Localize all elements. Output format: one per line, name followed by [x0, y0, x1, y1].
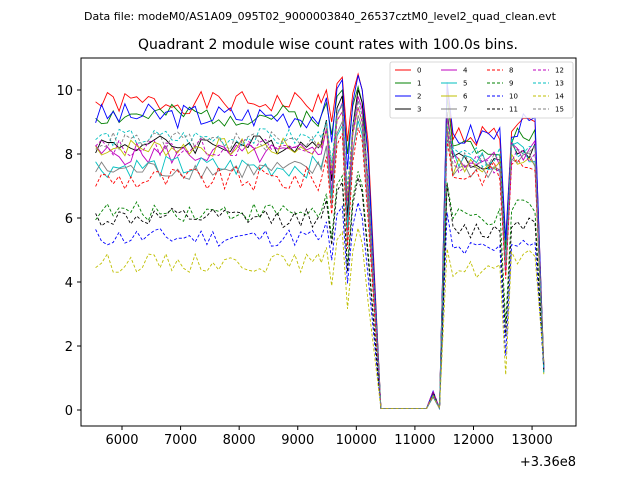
- axes-frame: [80, 57, 577, 427]
- legend-label: 15: [555, 106, 564, 114]
- x-tick-label: 9000: [281, 433, 314, 448]
- x-tick-label: 12000: [453, 433, 494, 448]
- plot-lines: [95, 72, 545, 411]
- series-line: [95, 100, 545, 409]
- x-tick-label: 8000: [223, 433, 256, 448]
- legend-label: 12: [555, 67, 564, 75]
- series-line: [95, 120, 545, 409]
- legend-label: 11: [509, 106, 518, 114]
- x-tick-label: 10000: [336, 433, 377, 448]
- legend-box: [389, 61, 574, 119]
- x-offset-label: +3.36e8: [520, 455, 576, 470]
- chart-title: Quadrant 2 module wise count rates with …: [138, 37, 518, 53]
- legend-label: 8: [509, 67, 513, 75]
- y-tick-label: 2: [65, 340, 73, 355]
- y-tick-label: 10: [56, 84, 73, 99]
- x-tick-label: 7000: [164, 433, 197, 448]
- legend-label: 6: [463, 93, 468, 101]
- legend-label: 14: [555, 93, 564, 101]
- series-line: [95, 127, 545, 409]
- series-line: [95, 171, 545, 409]
- series-line: [95, 202, 545, 409]
- suptitle: Data file: modeM0/AS1A09_095T02_90000038…: [84, 10, 557, 23]
- legend-label: 3: [417, 106, 421, 114]
- y-tick-label: 4: [65, 276, 73, 291]
- series-line: [95, 228, 545, 411]
- legend-label: 4: [463, 67, 468, 75]
- y-axis: 0 2 4 6 8 10: [56, 84, 81, 419]
- legend-label: 10: [509, 93, 518, 101]
- legend-label: 2: [417, 93, 421, 101]
- legend-label: 7: [463, 106, 467, 114]
- series-line: [95, 89, 545, 411]
- x-tick-label: 11000: [394, 433, 435, 448]
- series-line: [95, 177, 545, 409]
- legend-label: 1: [417, 80, 421, 88]
- series-line: [95, 107, 545, 409]
- x-tick-label: 13000: [511, 433, 552, 448]
- x-tick-label: 6000: [105, 433, 138, 448]
- x-axis: 6000 7000 8000 9000 10000 11000 12000 13000: [105, 426, 553, 448]
- legend-label: 9: [509, 80, 513, 88]
- series-line: [95, 75, 545, 409]
- series-line: [95, 100, 545, 411]
- series-line: [95, 72, 545, 409]
- legend-label: 13: [555, 80, 564, 88]
- legend-label: 0: [417, 67, 421, 75]
- legend-label: 5: [463, 80, 467, 88]
- y-tick-label: 0: [65, 404, 73, 419]
- y-tick-label: 6: [65, 212, 73, 227]
- y-tick-label: 8: [65, 148, 73, 163]
- series-line: [95, 107, 545, 409]
